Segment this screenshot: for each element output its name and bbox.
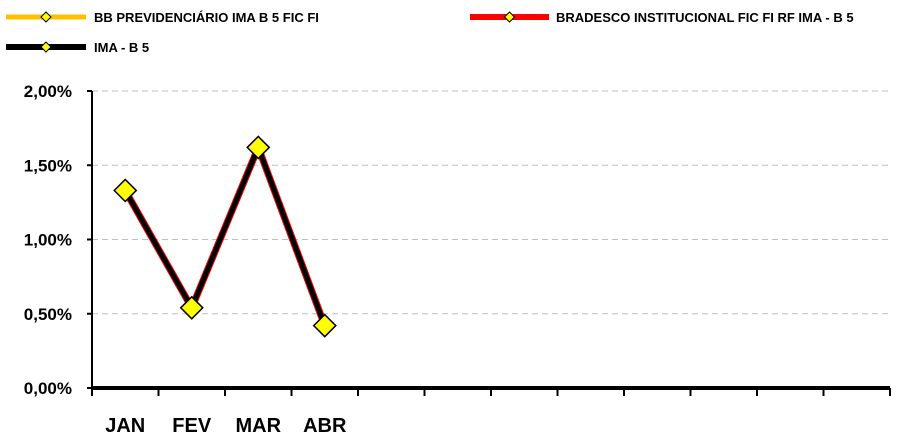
data-point-marker: [179, 295, 204, 320]
legend-marker: [40, 11, 52, 23]
legend-label: IMA - B 5: [94, 40, 149, 55]
series-line: [122, 144, 328, 329]
x-axis-ticks: JAN FEV MAR ABR: [91, 388, 891, 434]
legend: BB PREVIDENCIÁRIO IMA B 5 FIC FI BRADESCO…: [6, 10, 854, 55]
y-tick-label: 2,00%: [24, 82, 72, 101]
data-point-marker: [113, 178, 138, 203]
x-tick-label: MAR: [235, 415, 281, 434]
gridlines: [92, 90, 890, 315]
legend-marker: [40, 41, 52, 53]
legend-entry: IMA - B 5: [6, 40, 149, 55]
y-tick-label: 0,50%: [24, 305, 72, 324]
legend-marker: [503, 11, 516, 23]
x-tick-label: JAN: [105, 415, 145, 434]
data-point-marker: [246, 135, 271, 160]
x-tick-label: FEV: [172, 415, 212, 434]
y-tick-label: 1,00%: [24, 231, 72, 250]
series-markers: [113, 135, 337, 338]
legend-label: BRADESCO INSTITUCIONAL FIC FI RF IMA - B…: [556, 10, 854, 25]
y-axis-ticks: 0,00% 0,50% 1,00% 1,50% 2,00%: [24, 82, 92, 398]
series-lines: [121, 143, 329, 330]
y-tick-label: 1,50%: [24, 156, 72, 175]
axes: [91, 91, 890, 390]
y-tick-label: 0,00%: [24, 379, 72, 398]
legend-entry: BRADESCO INSTITUCIONAL FIC FI RF IMA - B…: [470, 10, 854, 25]
data-point-marker: [312, 313, 337, 338]
legend-entry: BB PREVIDENCIÁRIO IMA B 5 FIC FI: [6, 10, 319, 25]
series-line: [121, 143, 329, 330]
legend-label: BB PREVIDENCIÁRIO IMA B 5 FIC FI: [94, 10, 319, 25]
x-tick-label: ABR: [303, 415, 347, 434]
